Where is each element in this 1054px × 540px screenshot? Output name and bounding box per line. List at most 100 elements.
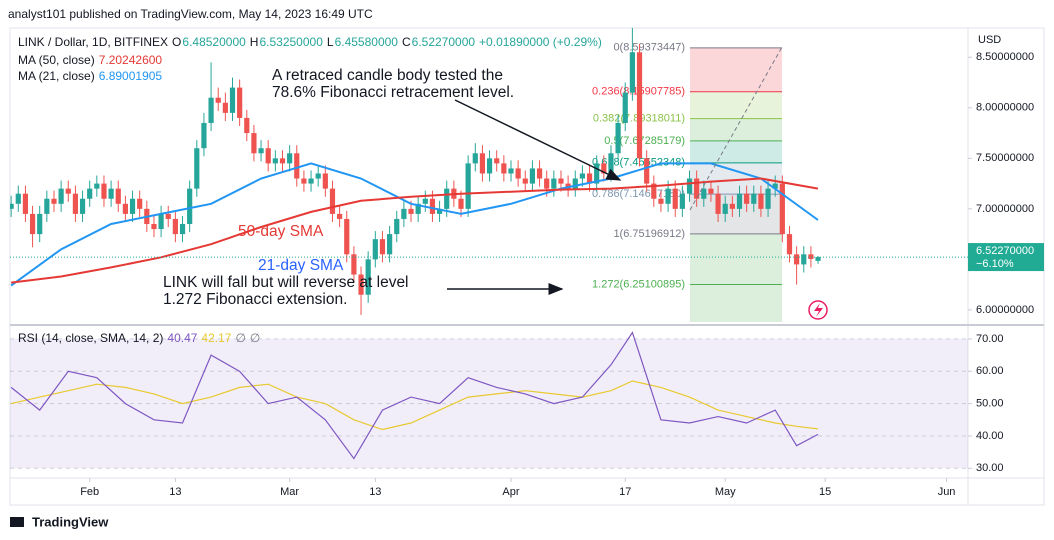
candle-body: [51, 198, 57, 204]
candle-body: [429, 198, 436, 214]
candle-body: [272, 158, 278, 164]
candle-body: [622, 92, 628, 123]
series-line: [10, 162, 819, 287]
candle-body: [258, 148, 264, 154]
legend-key: C: [401, 35, 411, 49]
fib-label: 0.786(7.14617180): [592, 188, 685, 200]
candle-body: [772, 183, 778, 189]
candle-body: [287, 153, 293, 164]
candle-body: [208, 97, 214, 123]
axes: Feb13Mar13Apr17May15Jun6.000000006.50000…: [80, 51, 1044, 498]
annotation: 50-day SMA: [238, 223, 324, 240]
fib-extension-zone: [690, 284, 782, 322]
candle-body: [558, 178, 564, 184]
legend-ma50: MA (50, close) 7.20242600: [18, 53, 166, 67]
annotation: 1.272 Fibonacci extension.: [163, 291, 347, 308]
legend-main: LINK / Dollar, 1D, BITFINEX O6.48520000 H6…: [18, 35, 606, 49]
candle-body: [322, 173, 328, 189]
candle-body: [565, 183, 571, 189]
legend-key: H: [249, 35, 259, 49]
candle-body: [729, 203, 735, 209]
candle-body: [358, 274, 364, 295]
annotation: A retraced candle body tested the: [272, 67, 503, 84]
legend-series-value: 40.47: [167, 331, 198, 345]
candle-body: [594, 163, 600, 184]
x-tick-label: Mar: [280, 486, 299, 498]
candle-body: [10, 203, 14, 209]
y-tick-label: 7.50000000: [976, 152, 1034, 164]
candle-body: [722, 203, 728, 214]
alert-icon[interactable]: [808, 300, 828, 320]
legend-value: 6.48520000: [182, 35, 246, 49]
series-line: [10, 380, 819, 431]
candle-body: [251, 133, 257, 154]
candle-body: [151, 224, 157, 230]
legend-extra: ∅: [249, 331, 261, 345]
x-tick-label: Apr: [502, 486, 519, 498]
candle-body: [58, 188, 64, 204]
candle-body: [229, 87, 236, 113]
candle-body: [765, 188, 771, 209]
candle-body: [579, 173, 585, 179]
candle-body: [615, 122, 621, 154]
candle-body: [372, 239, 378, 260]
candle-body: [644, 158, 650, 184]
candle-body: [472, 153, 478, 164]
last-price-label: 6.52270000: [976, 245, 1034, 257]
legend-key: O: [172, 35, 182, 49]
candle-body: [501, 163, 507, 174]
candle-body: [536, 168, 543, 179]
y-tick-label: 6.00000000: [976, 304, 1034, 316]
candle-body: [301, 178, 307, 184]
candle-body: [201, 122, 207, 149]
candle-body: [115, 188, 121, 204]
legend-value: 6.53250000: [259, 35, 323, 49]
fib-zone: [690, 91, 782, 119]
fib-label: 0(8.59373447): [613, 42, 685, 54]
legend-key: L: [326, 35, 334, 49]
candle-body: [436, 208, 443, 214]
candle-body: [515, 168, 521, 179]
x-tick-label: 15: [819, 486, 831, 498]
candle-body: [522, 178, 528, 184]
legend-series: MA (21, close): [18, 69, 95, 83]
candle-body: [686, 178, 693, 194]
candle-body: [701, 188, 707, 199]
fib-label: 1.272(6.25100895): [592, 278, 685, 290]
candle-body: [394, 218, 400, 235]
y-tick-label: 40.00: [976, 430, 1004, 442]
y-tick-label: 60.00: [976, 365, 1004, 377]
candle-body: [72, 193, 79, 214]
candle-body: [165, 213, 171, 219]
candle-body: [37, 213, 43, 235]
y-tick-label: 70.00: [976, 333, 1004, 345]
candle-body: [79, 198, 86, 214]
candle-body: [736, 193, 743, 209]
rsi-band: [10, 338, 968, 469]
candle-body: [237, 87, 243, 118]
candle-body: [308, 178, 314, 184]
candle-body: [586, 173, 593, 184]
candle-body: [422, 198, 428, 204]
candle-body: [365, 259, 371, 295]
candle-body: [344, 218, 350, 255]
annotation: 21-day SMA: [258, 257, 344, 274]
candle-body: [22, 193, 29, 214]
x-tick-label: Jun: [938, 486, 956, 498]
candle-body: [751, 193, 757, 204]
candle-body: [679, 193, 685, 209]
alert-icon-bolt: [814, 303, 823, 317]
fib-label: 0.618(7.45552348): [592, 157, 685, 169]
price-pane: 0(8.59373447)0.236(8.15907785)0.382(7.89…: [10, 28, 968, 322]
candle-body: [122, 203, 128, 214]
candle-body: [508, 168, 514, 174]
candle-body: [444, 188, 450, 209]
candle-body: [779, 183, 785, 235]
fib-zone: [690, 140, 782, 163]
candle-body: [244, 117, 250, 134]
candle-body: [401, 208, 407, 219]
candle-body: [758, 193, 764, 209]
legend-rsi: RSI (14, close, SMA, 14, 2) 40.47 42.17 ∅ ∅: [18, 331, 264, 345]
